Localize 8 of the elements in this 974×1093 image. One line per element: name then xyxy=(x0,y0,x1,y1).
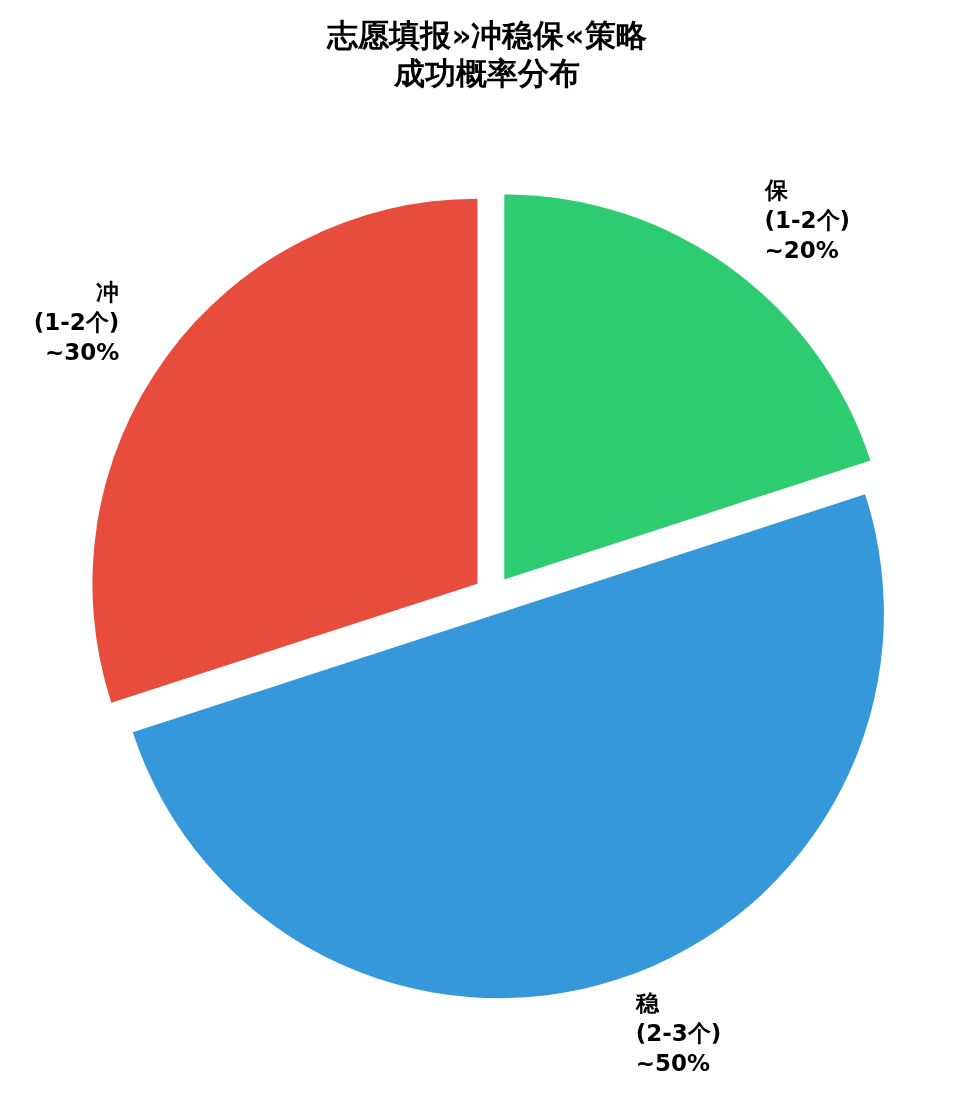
data-label: ~30% xyxy=(44,338,120,365)
chart-title: 志愿填报»冲稳保«策略 xyxy=(325,16,648,54)
chart-subtitle: 成功概率分布 xyxy=(393,54,581,92)
data-label: ~50% xyxy=(635,1049,711,1076)
slice-label: 冲 (1-2个) xyxy=(33,278,120,335)
slice-label: 稳 (2-3个) xyxy=(634,989,722,1046)
slice-label: 保 (1-2个) xyxy=(763,176,851,233)
data-label: ~20% xyxy=(764,236,839,263)
